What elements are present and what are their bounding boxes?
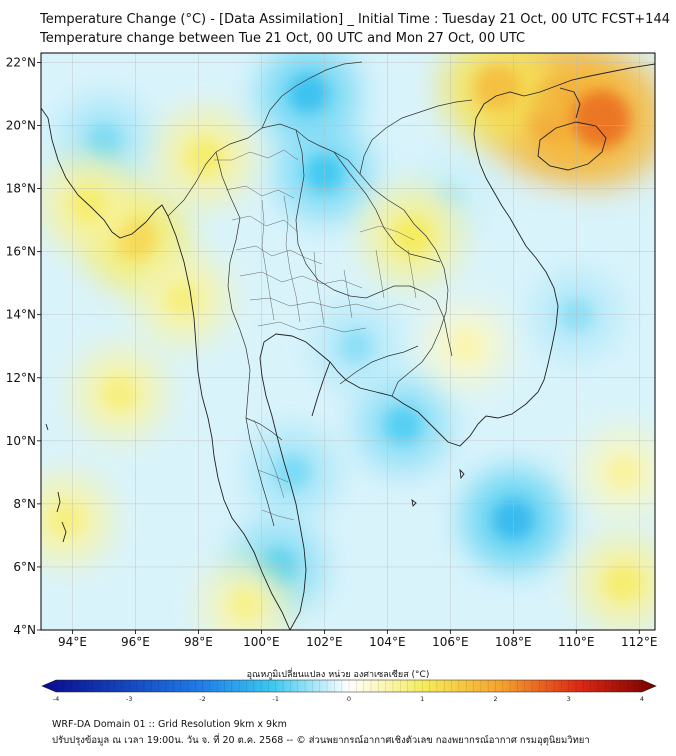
lat-tick-label: 6°N: [13, 560, 36, 574]
colorbar-ticks: -4 -3 -2 -1 0 1 2 3 4: [53, 680, 644, 703]
lat-tick-label: 10°N: [6, 434, 36, 448]
lat-tick-label: 20°N: [6, 119, 36, 133]
colorbar-tick-label: 2: [493, 695, 497, 703]
warm-anomaly-core: [393, 216, 432, 255]
colorbar-tick-label: -3: [126, 695, 132, 703]
lon-tick-label: 106°E: [432, 635, 469, 649]
lon-tick-label: 104°E: [369, 635, 406, 649]
colorbar-tick-label: 0: [347, 695, 351, 703]
warm-anomaly-core: [165, 281, 201, 317]
lat-tick-label: 4°N: [13, 623, 36, 637]
warm-anomaly-core: [572, 90, 631, 149]
footer-line-2: ปรับปรุงข้อมูล ณ เวลา 19:00น. วัน จ. ที่…: [52, 735, 590, 746]
plot-frame: [40, 52, 656, 631]
cold-anomaly-core: [288, 74, 329, 114]
lat-tick-label: 16°N: [6, 245, 36, 259]
footer-line-1: WRF-DA Domain 01 :: Grid Resolution 9km …: [52, 719, 287, 730]
lat-tick-label: 12°N: [6, 371, 36, 385]
field-layer: [41, 53, 655, 630]
lon-tick-label: 108°E: [495, 635, 532, 649]
warm-anomaly-core: [605, 564, 642, 602]
province-borders: [214, 149, 421, 521]
warm-anomaly-core: [607, 456, 640, 489]
cold-anomaly-core: [275, 455, 310, 490]
colorbar-bar: [41, 679, 657, 693]
lon-tick-label: 112°E: [621, 635, 658, 649]
lon-tick-label: 94°E: [58, 635, 87, 649]
warm-anomaly-core: [228, 587, 263, 622]
colorbar-tick-label: -2: [199, 695, 205, 703]
warm-anomaly-core: [186, 138, 224, 176]
coastline: [41, 63, 655, 630]
warm-anomaly-core: [450, 330, 482, 362]
title-line-2: Temperature change between Tue 21 Oct, 0…: [40, 31, 526, 46]
cold-anomaly-core: [339, 330, 373, 363]
lat-tick-label: 22°N: [6, 55, 36, 69]
cold-anomaly-core: [384, 406, 422, 444]
warm-anomaly-core: [474, 64, 521, 111]
lon-tick-label: 98°E: [184, 635, 213, 649]
colorbar-label: อุณหภูมิเปลี่ยนแปลง หน่วย องศาเซลเซียส (…: [246, 670, 430, 680]
cold-anomaly-core: [87, 124, 121, 159]
lat-tick-label: 8°N: [13, 497, 36, 511]
colorbar-tick-label: -4: [53, 695, 59, 703]
lon-tick-label: 110°E: [558, 635, 595, 649]
lat-tick-label: 18°N: [6, 182, 36, 196]
lon-tick-label: 102°E: [306, 635, 343, 649]
colorbar-tick-label: -1: [273, 695, 279, 703]
colorbar: -4 -3 -2 -1 0 1 2 3 4: [41, 679, 657, 703]
warm-anomaly-core: [102, 375, 138, 412]
lon-tick-label: 100°E: [243, 635, 280, 649]
borders: [167, 61, 473, 527]
colorbar-tick-label: 4: [640, 695, 644, 703]
axis-labels: 94°E 96°E 98°E 100°E 102°E 104°E 106°E 108°E 110…: [6, 55, 658, 649]
lon-tick-label: 96°E: [121, 635, 150, 649]
lat-tick-label: 14°N: [6, 308, 36, 322]
colorbar-tick-label: 3: [567, 695, 571, 703]
title-line-1: Temperature Change (°C) - [Data Assimila…: [40, 12, 670, 27]
colorbar-tick-label: 1: [420, 695, 424, 703]
gridlines: [41, 53, 655, 630]
